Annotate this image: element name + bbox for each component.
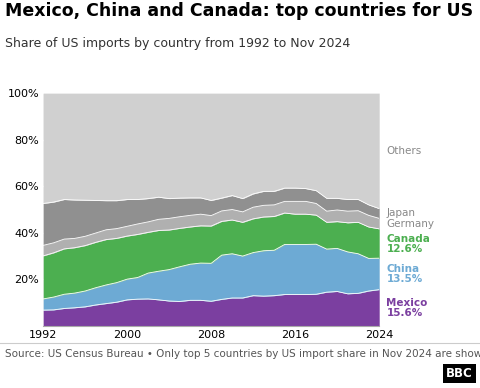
Text: Mexico, China and Canada: top countries for US imports: Mexico, China and Canada: top countries …: [5, 2, 480, 20]
Text: China: China: [386, 264, 420, 274]
Text: Share of US imports by country from 1992 to Nov 2024: Share of US imports by country from 1992…: [5, 37, 350, 50]
Text: BBC: BBC: [446, 367, 473, 380]
Text: Others: Others: [386, 146, 421, 156]
Text: 13.5%: 13.5%: [386, 274, 423, 284]
Text: 12.6%: 12.6%: [386, 244, 423, 253]
Text: Germany: Germany: [386, 218, 434, 229]
Text: Source: US Census Bureau • Only top 5 countries by US import share in Nov 2024 a: Source: US Census Bureau • Only top 5 co…: [5, 349, 480, 359]
Text: Canada: Canada: [386, 234, 430, 244]
Text: 15.6%: 15.6%: [386, 308, 423, 318]
Text: Japan: Japan: [386, 208, 415, 218]
Text: Mexico: Mexico: [386, 298, 428, 308]
